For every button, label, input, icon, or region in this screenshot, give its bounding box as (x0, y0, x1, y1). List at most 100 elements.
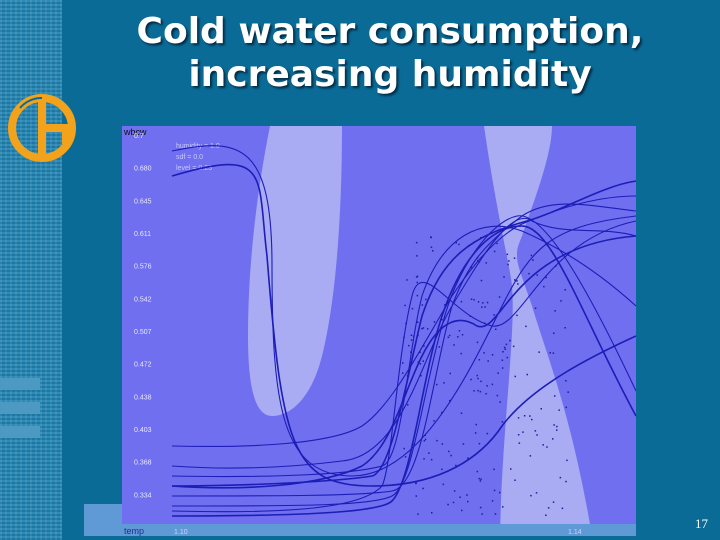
scatter-dot (453, 344, 455, 346)
scatter-dot (480, 237, 482, 239)
scatter-dot (498, 296, 501, 298)
scatter-dot (412, 443, 414, 446)
scatter-dot (486, 432, 489, 435)
scatter-dot (486, 385, 488, 387)
scatter-dot (514, 479, 516, 481)
scatter-dot (498, 491, 501, 494)
scatter-dot (448, 450, 450, 453)
scatter-dot (481, 306, 483, 308)
scatter-dot (417, 361, 420, 363)
title-line-1: Cold water consumption, (136, 11, 644, 52)
scatter-dot (442, 483, 445, 486)
scatter-dot (565, 406, 567, 409)
scatter-dot (459, 496, 461, 498)
x-axis-label: temp (124, 526, 144, 536)
scatter-dot (494, 513, 497, 515)
scatter-dot (449, 399, 451, 402)
scatter-dot (483, 352, 485, 354)
light-region-right (484, 126, 592, 536)
scatter-dot (467, 457, 469, 459)
scatter-dot (491, 500, 494, 502)
scatter-dot (441, 318, 443, 321)
scatter-dot (430, 246, 433, 248)
y-tick-label: 0.507 (134, 329, 152, 336)
scatter-dot (567, 391, 569, 393)
humidity-line-chart: wbcw 0.70.6800.6450.6110.5760.5420.5070.… (122, 126, 636, 536)
scatter-dots (402, 236, 569, 516)
scatter-dot (507, 263, 509, 266)
scatter-dot (449, 372, 451, 375)
scatter-dot (493, 314, 495, 316)
scatter-dot (564, 289, 566, 291)
scatter-dot (405, 322, 407, 325)
scatter-dot (552, 438, 554, 440)
scatter-dot (482, 302, 484, 304)
scatter-dot (553, 424, 555, 426)
scatter-dot (453, 490, 456, 492)
scatter-dot (552, 501, 555, 503)
scatter-dot (479, 390, 482, 393)
scatter-dot (475, 423, 477, 426)
scatter-dot (522, 431, 524, 433)
scatter-dot (523, 415, 526, 417)
scatter-dot (447, 503, 449, 506)
scatter-dot (477, 389, 479, 392)
scatter-dot (493, 489, 496, 492)
y-tick-label: 0.542 (134, 296, 152, 303)
scatter-dot (420, 375, 422, 377)
scatter-dot (561, 507, 564, 510)
scatter-dot (422, 487, 424, 490)
scatter-dot (422, 360, 424, 362)
scatter-dot (487, 360, 489, 362)
title-line-2: increasing humidity (188, 54, 592, 96)
scatter-dot (438, 346, 441, 348)
scatter-dot (423, 458, 425, 460)
scatter-dot (417, 513, 419, 515)
scatter-dot (534, 307, 537, 309)
scatter-dot (462, 443, 465, 445)
scatter-dot (417, 321, 419, 323)
scatter-dot (410, 351, 412, 353)
scatter-dot (526, 373, 528, 376)
y-tick-label: 0.645 (134, 198, 152, 205)
scatter-dot (501, 421, 504, 423)
scatter-dot (480, 478, 482, 480)
scatter-dot (559, 476, 562, 479)
scatter-dot (446, 302, 449, 304)
scatter-dot (495, 328, 497, 330)
scatter-dot (448, 334, 451, 337)
scatter-dot (545, 276, 547, 279)
scatter-dot (538, 351, 540, 353)
scatter-dot (556, 425, 558, 428)
scatter-dot (461, 334, 464, 336)
scatter-dot (444, 304, 446, 306)
light-region-left (248, 126, 342, 416)
scatter-dot (478, 359, 481, 361)
scatter-dot (428, 452, 430, 454)
scatter-dot (565, 380, 567, 382)
scatter-dot (404, 456, 407, 458)
scatter-dot (450, 454, 452, 457)
y-axis-label: wbcw (123, 127, 147, 137)
y-tick-label: 0.7 (134, 133, 144, 140)
scatter-dot (493, 468, 495, 471)
scatter-dot (474, 432, 477, 434)
scatter-dot (517, 417, 520, 419)
series-line (171, 235, 636, 489)
y-tick-label: 0.680 (134, 166, 152, 173)
scatter-dot (476, 341, 479, 344)
scatter-dot (424, 434, 426, 436)
scatter-dot (506, 356, 509, 359)
scatter-dot (477, 301, 480, 303)
strip-bar (0, 378, 40, 390)
scatter-dot (514, 279, 516, 281)
scatter-dot (404, 304, 406, 307)
scatter-dot (518, 442, 521, 444)
scatter-dot (443, 382, 445, 384)
scatter-dot (411, 307, 414, 310)
scatter-dot (528, 272, 530, 275)
scatter-dot (486, 250, 488, 253)
scatter-dot (546, 244, 549, 246)
scatter-dot (458, 330, 461, 332)
scatter-dot (496, 394, 499, 397)
